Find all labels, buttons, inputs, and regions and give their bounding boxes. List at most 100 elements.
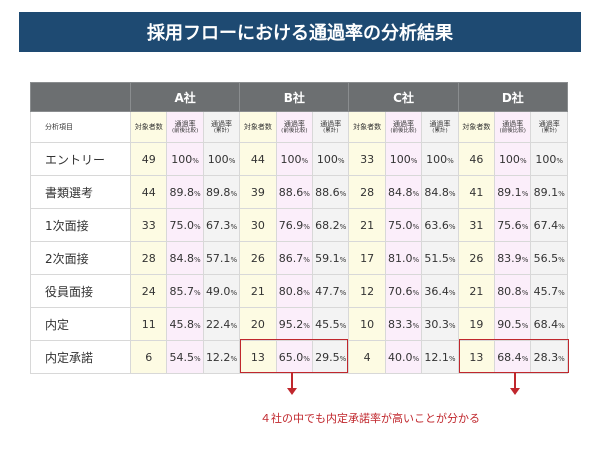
table-row: エントリー 49 100% 100% 44 100% 100% 33 100% 100% 46 100…: [30, 142, 568, 176]
count-cell: 20: [239, 307, 277, 341]
cumulative-rate-cell: 100%: [530, 142, 568, 176]
cumulative-rate-cell: 30.3%: [421, 307, 459, 341]
highlight-box-b: [240, 339, 348, 373]
table-row: 内定 11 45.8% 22.4% 20 95.2% 45.5% 10 83.3% 30.3% 19…: [30, 307, 568, 341]
count-cell: 46: [457, 142, 496, 176]
subheader-rate: 通過率 (前後比較): [275, 111, 314, 143]
row-label: 1次面接: [30, 208, 131, 242]
subheader-rate: 通過率 (前後比較): [494, 111, 532, 143]
subheader-rate: 通過率 (前後比較): [384, 111, 423, 143]
count-cell: 26: [457, 241, 496, 275]
cumulative-rate-cell: 45.7%: [530, 274, 568, 308]
rate-cell: 95.2%: [275, 307, 314, 341]
table-row: 2次面接 28 84.8% 57.1% 26 86.7% 59.1% 17 81.0% 51.5%…: [30, 241, 568, 275]
company-header: B社: [239, 82, 350, 112]
count-cell: 19: [457, 307, 496, 341]
rate-cell: 100%: [275, 142, 314, 176]
subheader-count: 対象者数: [457, 111, 496, 143]
count-cell: 30: [239, 208, 277, 242]
arrow-down-icon: [511, 373, 519, 395]
rate-cell: 100%: [384, 142, 423, 176]
cumulative-rate-cell: 51.5%: [421, 241, 459, 275]
count-cell: 21: [348, 208, 386, 242]
rate-cell: 75.0%: [166, 208, 204, 242]
highlight-box-d: [459, 339, 569, 373]
rate-cell: 88.6%: [275, 175, 314, 209]
page-title: 採用フローにおける通過率の分析結果: [19, 12, 581, 52]
count-cell: 33: [348, 142, 386, 176]
subheader-cumulative: 通過率 (累計): [312, 111, 350, 143]
subheader-count: 対象者数: [348, 111, 386, 143]
cumulative-rate-cell: 67.3%: [202, 208, 241, 242]
row-label: 役員面接: [30, 274, 131, 308]
rate-cell: 45.8%: [166, 307, 204, 341]
company-header: A社: [129, 82, 241, 112]
row-label: 書類選考: [30, 175, 131, 209]
count-cell: 24: [129, 274, 168, 308]
rate-cell: 75.0%: [384, 208, 423, 242]
row-label: エントリー: [30, 142, 131, 176]
count-cell: 28: [129, 241, 168, 275]
rate-cell: 100%: [494, 142, 532, 176]
row-label: 内定: [30, 307, 131, 341]
count-cell: 33: [129, 208, 168, 242]
count-cell: 21: [239, 274, 277, 308]
count-cell: 41: [457, 175, 496, 209]
cumulative-rate-cell: 29.5%: [312, 340, 350, 374]
count-cell: 39: [239, 175, 277, 209]
cumulative-rate-cell: 59.1%: [312, 241, 350, 275]
cumulative-rate-cell: 28.3%: [530, 340, 568, 374]
cumulative-rate-cell: 88.6%: [312, 175, 350, 209]
count-cell: 13: [457, 340, 496, 374]
company-header: D社: [457, 82, 569, 112]
cumulative-rate-cell: 57.1%: [202, 241, 241, 275]
cumulative-rate-cell: 45.5%: [312, 307, 350, 341]
cumulative-rate-cell: 100%: [202, 142, 241, 176]
rate-cell: 83.3%: [384, 307, 423, 341]
header-corner: [30, 82, 131, 112]
rate-cell: 90.5%: [494, 307, 532, 341]
count-cell: 44: [239, 142, 277, 176]
rate-cell: 89.8%: [166, 175, 204, 209]
cumulative-rate-cell: 56.5%: [530, 241, 568, 275]
cumulative-rate-cell: 47.7%: [312, 274, 350, 308]
cumulative-rate-cell: 89.8%: [202, 175, 241, 209]
rate-cell: 100%: [166, 142, 204, 176]
rate-cell: 89.1%: [494, 175, 532, 209]
count-cell: 28: [348, 175, 386, 209]
rate-cell: 86.7%: [275, 241, 314, 275]
cumulative-rate-cell: 68.2%: [312, 208, 350, 242]
count-cell: 12: [348, 274, 386, 308]
table-row: 役員面接 24 85.7% 49.0% 21 80.8% 47.7% 12 70.6% 36.4%…: [30, 274, 568, 308]
count-cell: 31: [457, 208, 496, 242]
rate-cell: 70.6%: [384, 274, 423, 308]
rate-cell: 54.5%: [166, 340, 204, 374]
arrow-down-icon: [288, 373, 296, 395]
count-cell: 44: [129, 175, 168, 209]
subheader-count: 対象者数: [129, 111, 168, 143]
count-cell: 49: [129, 142, 168, 176]
row-header: 分析項目: [30, 111, 131, 143]
rate-cell: 80.8%: [275, 274, 314, 308]
subheader-cumulative: 通過率 (累計): [202, 111, 241, 143]
count-cell: 11: [129, 307, 168, 341]
count-cell: 17: [348, 241, 386, 275]
rate-cell: 81.0%: [384, 241, 423, 275]
row-label: 2次面接: [30, 241, 131, 275]
count-cell: 4: [348, 340, 386, 374]
company-header: C社: [348, 82, 459, 112]
subheader-cumulative: 通過率 (累計): [421, 111, 459, 143]
cumulative-rate-cell: 89.1%: [530, 175, 568, 209]
subheader-rate: 通過率 (前後比較): [166, 111, 204, 143]
cumulative-rate-cell: 68.4%: [530, 307, 568, 341]
table-row: 1次面接 33 75.0% 67.3% 30 76.9% 68.2% 21 75.0% 63.6%…: [30, 208, 568, 242]
rate-cell: 84.8%: [384, 175, 423, 209]
cumulative-rate-cell: 100%: [421, 142, 459, 176]
annotation-note: ４社の中でも内定承諾率が高いことが分かる: [260, 412, 480, 425]
cumulative-rate-cell: 67.4%: [530, 208, 568, 242]
rate-cell: 83.9%: [494, 241, 532, 275]
cumulative-rate-cell: 36.4%: [421, 274, 459, 308]
cumulative-rate-cell: 22.4%: [202, 307, 241, 341]
row-label: 内定承諾: [30, 340, 131, 374]
rate-cell: 76.9%: [275, 208, 314, 242]
